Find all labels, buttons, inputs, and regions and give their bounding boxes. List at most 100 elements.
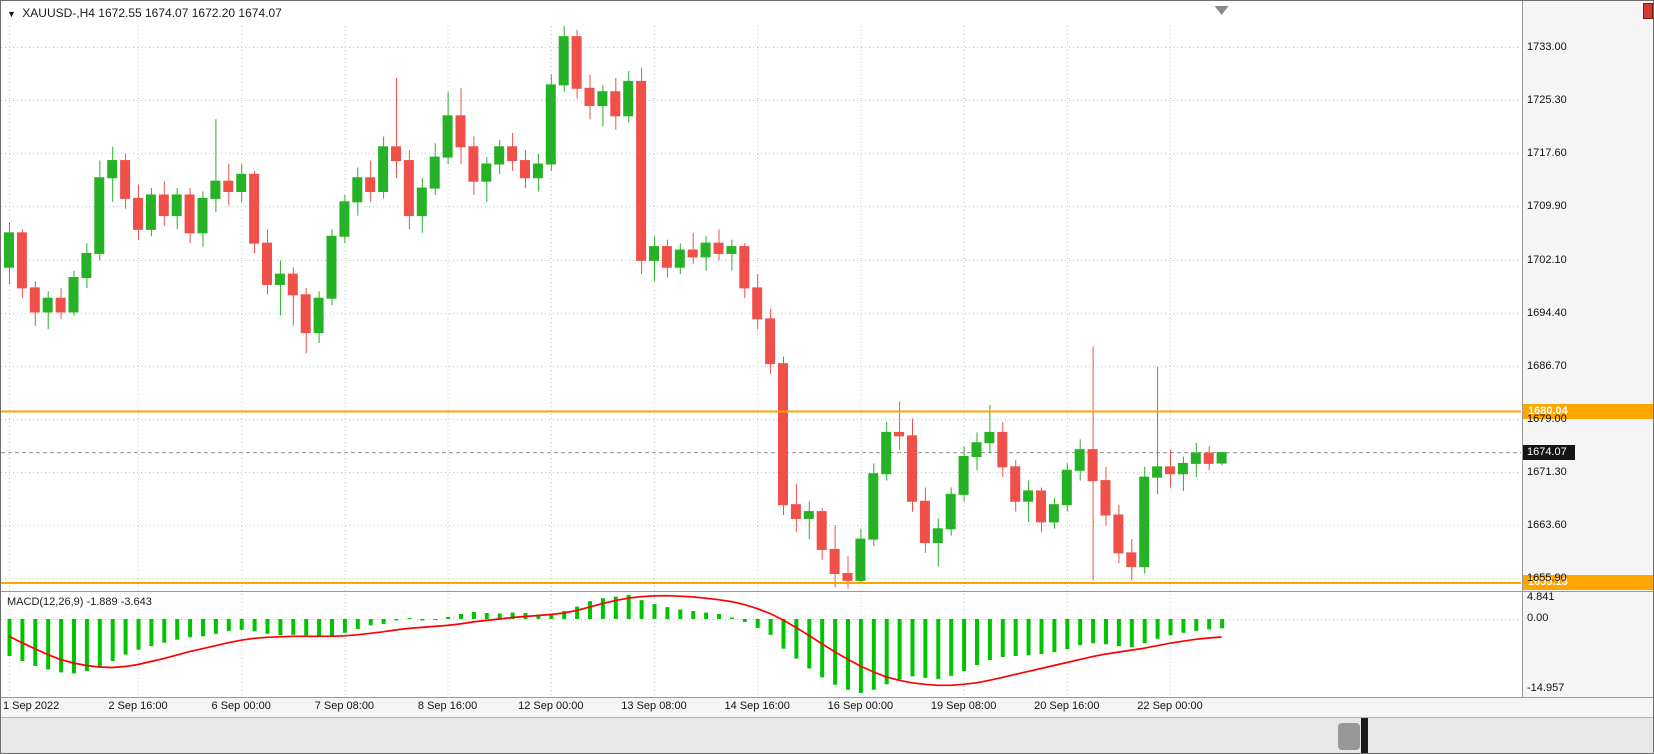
candle [636, 67, 647, 275]
time-axis[interactable] [1, 697, 1653, 718]
candle [378, 136, 389, 199]
candle [507, 133, 518, 171]
candle [558, 26, 569, 92]
candle [739, 243, 750, 299]
candle [1036, 487, 1046, 533]
candle [287, 267, 298, 326]
candle [145, 188, 156, 237]
candle [700, 236, 711, 271]
candle [1216, 452, 1227, 466]
candle [881, 422, 892, 481]
candle [584, 74, 595, 120]
candle [1087, 346, 1098, 581]
candle [1061, 463, 1072, 512]
candle [610, 77, 621, 130]
candle [455, 88, 466, 164]
candle [197, 191, 208, 247]
macd-histogram [7, 595, 1225, 693]
candle [571, 29, 582, 99]
candle [55, 287, 66, 319]
candle [532, 153, 543, 192]
candle [1010, 459, 1021, 512]
shift-marker-icon[interactable] [1214, 6, 1229, 15]
candle [4, 222, 14, 285]
scrollbar-thumb[interactable] [1338, 723, 1360, 750]
candle [339, 194, 350, 244]
candle [352, 167, 363, 216]
candle [313, 291, 324, 343]
candle [984, 404, 995, 454]
candle [958, 446, 969, 502]
candle [1177, 456, 1188, 491]
candle [687, 232, 698, 264]
candle [674, 243, 685, 275]
candle [68, 270, 79, 316]
candle [94, 160, 105, 261]
candle [16, 229, 27, 299]
candle [932, 518, 943, 567]
candle [1190, 442, 1201, 478]
candle [29, 281, 40, 326]
candle [416, 177, 427, 233]
candle [816, 508, 827, 560]
candle [997, 422, 1008, 478]
candle [210, 119, 221, 213]
candle [919, 487, 930, 553]
candle [223, 163, 234, 206]
candle [120, 153, 131, 209]
candle [661, 239, 672, 278]
edge-artifact [1643, 3, 1653, 19]
candle [907, 418, 917, 512]
scrollbar-end-cap [1361, 718, 1368, 753]
candle [752, 274, 763, 330]
candle [326, 229, 337, 306]
candle [81, 243, 92, 288]
candle [765, 308, 776, 374]
candle [158, 181, 169, 226]
gridlines [1, 26, 1521, 696]
candle [778, 356, 788, 516]
candle [391, 77, 401, 178]
candle [894, 401, 905, 450]
candle [829, 525, 840, 588]
candle [726, 239, 737, 271]
candle [300, 287, 311, 354]
candle [545, 74, 556, 171]
candle [403, 150, 414, 230]
candle [520, 150, 530, 189]
candle [1126, 539, 1137, 581]
candle [42, 291, 53, 330]
candle [649, 236, 659, 282]
candle [365, 160, 376, 202]
candle [468, 136, 479, 195]
candle [1100, 466, 1111, 526]
candle [184, 188, 195, 244]
candle [429, 143, 440, 195]
candle [274, 260, 285, 316]
candle [1152, 367, 1163, 495]
candle [790, 484, 801, 533]
candle [971, 432, 982, 471]
candle [262, 229, 272, 295]
candle [868, 463, 879, 546]
candle [442, 91, 453, 164]
candle [481, 157, 492, 202]
candles-series [4, 26, 1227, 589]
candle [171, 188, 182, 230]
bottom-scroll-strip [1, 717, 1653, 753]
candle [133, 184, 143, 240]
candle [1023, 480, 1034, 522]
candle [249, 170, 260, 254]
candle [597, 84, 608, 127]
candle [713, 229, 724, 261]
candle [236, 163, 247, 202]
candle [945, 487, 956, 536]
candle [1165, 449, 1175, 488]
candle [1074, 439, 1085, 481]
candle [855, 528, 866, 584]
macd-signal-line [8, 594, 1222, 687]
candle [803, 501, 814, 540]
candle [494, 139, 505, 175]
